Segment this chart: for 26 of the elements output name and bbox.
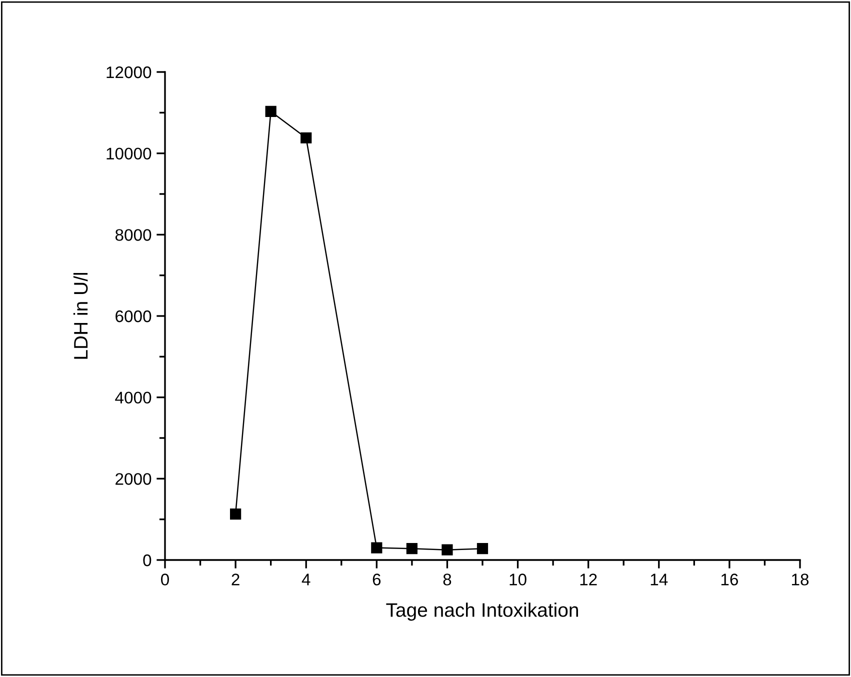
- y-tick-label: 6000: [116, 310, 152, 322]
- x-tick-label: 18: [792, 574, 809, 586]
- y-tick-label: 2000: [116, 473, 152, 485]
- x-tick-label: 8: [443, 574, 452, 586]
- x-tick-label: 2: [232, 574, 240, 586]
- y-axis-title: LDH in U/l: [73, 273, 88, 359]
- point: [265, 106, 276, 118]
- x-tick-label: 4: [302, 574, 310, 586]
- x-tick-label: 16: [721, 574, 738, 586]
- y-tick-label: 12000: [106, 66, 152, 78]
- x-tick-label: 12: [580, 574, 597, 586]
- point: [406, 543, 418, 554]
- y-tick-label: 4000: [115, 392, 152, 404]
- point: [371, 542, 382, 554]
- x-tick-label: 0: [161, 574, 169, 586]
- point: [476, 543, 488, 554]
- x-axis-title: Tage nach Intoxikation: [386, 602, 578, 621]
- x-tick-label: 10: [510, 574, 526, 586]
- point: [442, 544, 453, 556]
- x-tick-label: 6: [372, 574, 381, 586]
- point: [230, 508, 242, 520]
- y-tick-label: 10000: [106, 148, 152, 160]
- y-tick-label: 8000: [115, 229, 152, 241]
- x-tick-label: 14: [650, 574, 668, 586]
- y-tick-label: 0: [143, 554, 152, 566]
- point: [300, 132, 312, 144]
